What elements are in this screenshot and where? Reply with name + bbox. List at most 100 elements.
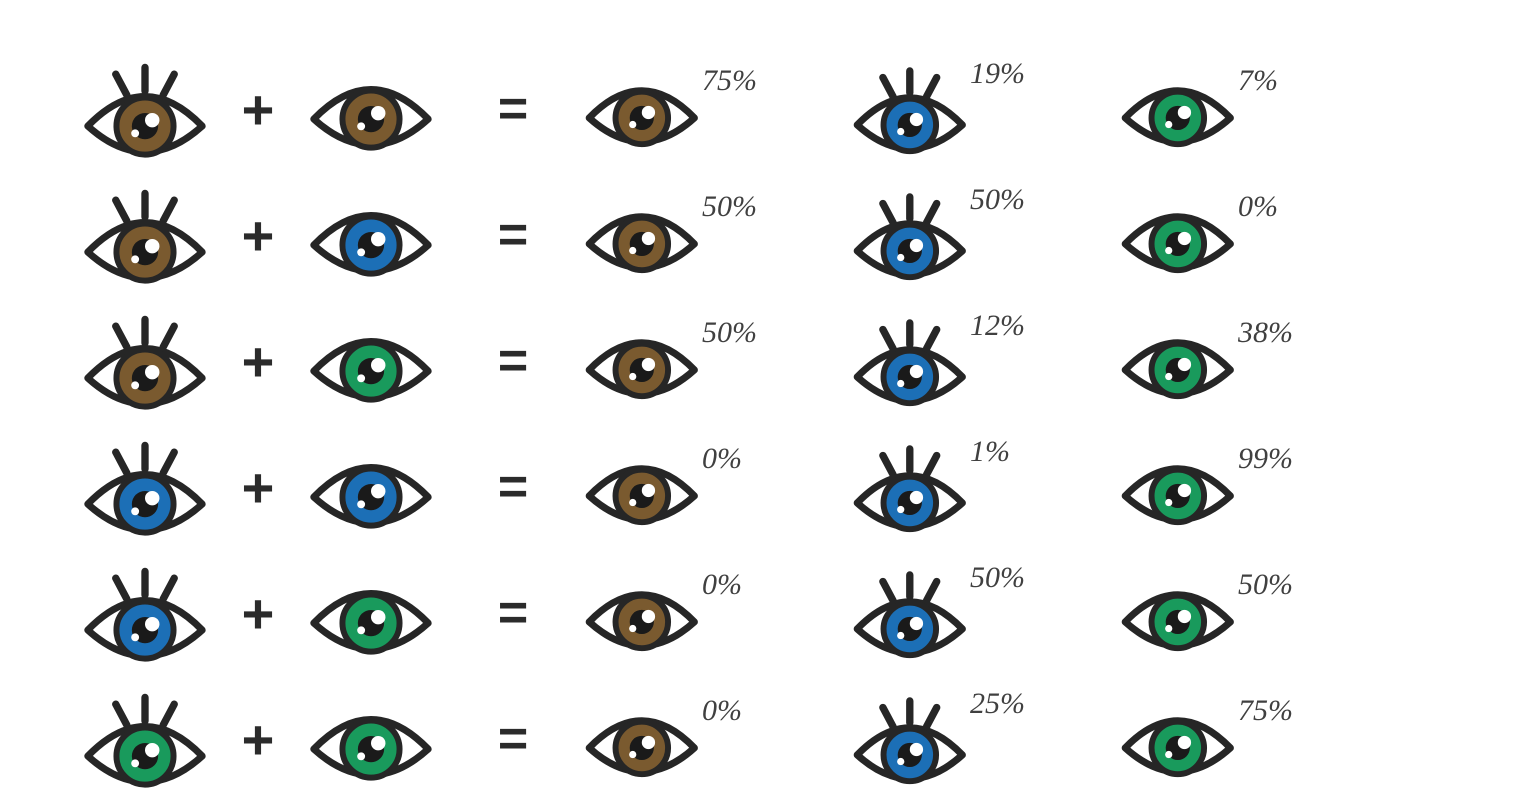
outcome-eye [582,196,702,273]
eye-icon [80,60,210,158]
eye-icon [1118,574,1238,651]
outcome: 0% [1118,196,1368,273]
outcome-percent: 12% [970,309,1025,343]
outcome-percent: 50% [702,190,757,224]
equals-icon: = [454,709,564,769]
outcome-percent: 0% [702,442,742,476]
outcome: 0% [582,700,832,777]
outcome: 50% [1118,574,1368,651]
plus-icon: + [228,707,288,772]
outcome-eye [582,574,702,651]
plus-icon: + [228,329,288,394]
equals-icon: = [454,457,564,517]
outcome-eye [1118,322,1238,399]
inheritance-row: + = 50% 12% 38% [80,312,1440,410]
eye-icon [1118,70,1238,147]
eye-icon [850,315,970,406]
outcome-percent: 50% [702,316,757,350]
outcome: 19% [850,63,1100,154]
outcome: 38% [1118,322,1368,399]
outcome: 50% [582,196,832,273]
eye-icon [850,693,970,784]
outcome: 7% [1118,70,1368,147]
outcome: 1% [850,441,1100,532]
eye-icon [850,441,970,532]
eye-color-chart: + = 75% 19% 7% + [80,60,1440,788]
eye-icon [850,567,970,658]
outcome-eye [850,189,970,280]
eye-icon [1118,700,1238,777]
outcome: 25% [850,693,1100,784]
parent2-eye [306,697,436,781]
plus-icon: + [228,77,288,142]
outcome: 50% [850,567,1100,658]
outcome: 75% [582,70,832,147]
outcome: 50% [850,189,1100,280]
outcome-percent: 7% [1238,64,1278,98]
outcome-eye [850,567,970,658]
outcome-percent: 50% [970,183,1025,217]
outcome-eye [850,693,970,784]
eye-icon [582,448,702,525]
inheritance-row: + = 0% 50% 50% [80,564,1440,662]
plus-icon: + [228,581,288,646]
outcome-percent: 50% [1238,568,1293,602]
outcome: 12% [850,315,1100,406]
outcome: 0% [582,448,832,525]
outcome: 99% [1118,448,1368,525]
eye-icon [1118,322,1238,399]
outcome-eye [850,441,970,532]
eye-icon [582,196,702,273]
eye-icon [306,571,436,655]
outcome-eye [850,63,970,154]
inheritance-row: + = 75% 19% 7% [80,60,1440,158]
outcome-percent: 75% [702,64,757,98]
eye-icon [80,186,210,284]
parent2-eye [306,193,436,277]
parent1-eye [80,186,210,284]
parent2-eye [306,571,436,655]
eye-icon [80,438,210,536]
eye-icon [850,189,970,280]
equals-icon: = [454,205,564,265]
plus-icon: + [228,455,288,520]
equals-icon: = [454,583,564,643]
inheritance-row: + = 0% 25% 75% [80,690,1440,788]
outcome-percent: 1% [970,435,1010,469]
outcome-percent: 50% [970,561,1025,595]
equals-icon: = [454,79,564,139]
eye-icon [80,690,210,788]
eye-icon [582,574,702,651]
parent1-eye [80,690,210,788]
outcome-eye [1118,448,1238,525]
eye-icon [1118,196,1238,273]
parent1-eye [80,312,210,410]
inheritance-row: + = 0% 1% 99% [80,438,1440,536]
outcome-eye [850,315,970,406]
outcome: 75% [1118,700,1368,777]
eye-icon [80,312,210,410]
outcome: 0% [582,574,832,651]
parent1-eye [80,60,210,158]
outcome-percent: 0% [1238,190,1278,224]
outcome-eye [582,70,702,147]
outcome-eye [1118,700,1238,777]
outcome-eye [582,322,702,399]
eye-icon [582,322,702,399]
outcome-eye [1118,196,1238,273]
eye-icon [306,697,436,781]
eye-icon [306,193,436,277]
parent2-eye [306,319,436,403]
eye-icon [1118,448,1238,525]
eye-icon [306,319,436,403]
eye-icon [582,700,702,777]
inheritance-row: + = 50% 50% 0% [80,186,1440,284]
eye-icon [582,70,702,147]
outcome-percent: 19% [970,57,1025,91]
outcome-percent: 25% [970,687,1025,721]
parent1-eye [80,564,210,662]
outcome-eye [582,700,702,777]
outcome-percent: 0% [702,694,742,728]
eye-icon [850,63,970,154]
outcome-eye [582,448,702,525]
